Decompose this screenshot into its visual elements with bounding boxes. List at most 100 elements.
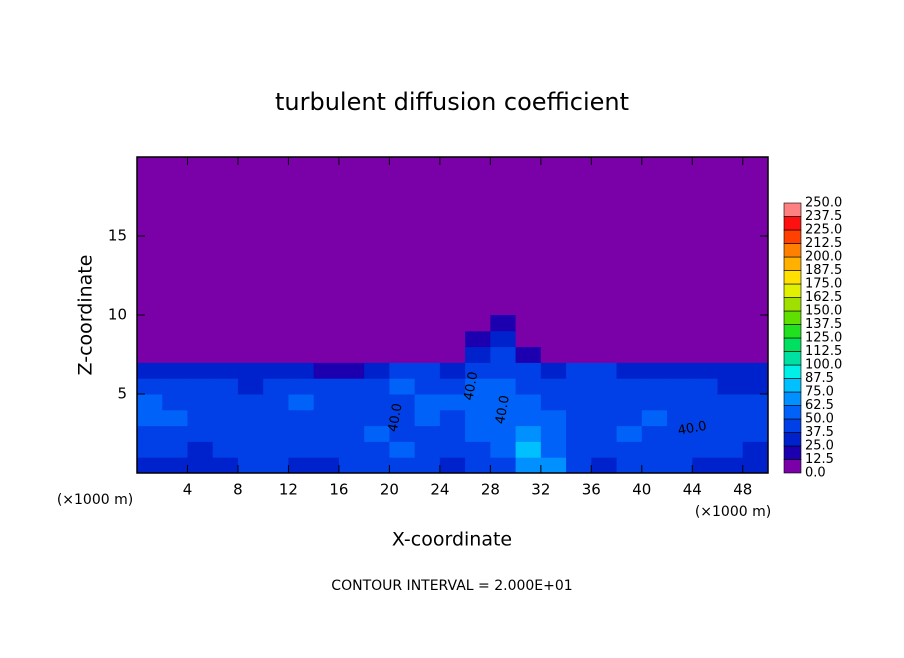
field-cell [515, 425, 542, 442]
field-cell [717, 441, 744, 458]
field-cell [717, 362, 744, 379]
field-cell [566, 378, 592, 395]
field-cell [667, 409, 693, 427]
field-cell [566, 409, 592, 427]
colorbar-label: 125.0 [805, 331, 842, 346]
field-cell [263, 457, 289, 474]
field-cell [162, 378, 188, 395]
field-cell [641, 409, 668, 427]
x-tick-label: 36 [582, 481, 601, 499]
y-unit-label: (×1000 m) [57, 492, 133, 508]
colorbar-band [783, 364, 802, 379]
field-cell [692, 315, 719, 332]
field-cell [212, 362, 239, 379]
field-cell [439, 394, 466, 411]
field-cell [212, 409, 239, 427]
colorbar-label: 25.0 [805, 439, 834, 454]
field-cell [414, 330, 441, 348]
field-cell [742, 425, 769, 442]
field-cell [641, 457, 668, 474]
field-cell [237, 346, 264, 363]
field-cell [616, 425, 643, 442]
field-cell [667, 378, 693, 395]
field-cell [187, 315, 214, 332]
field-cell [717, 378, 744, 395]
colorbar-band [783, 229, 802, 244]
colorbar-label: 225.0 [805, 223, 842, 238]
field-cell [212, 330, 239, 348]
field-cell [490, 330, 517, 348]
field-cell [667, 346, 693, 363]
field-cell [237, 362, 264, 379]
field-cell [313, 362, 340, 379]
colorbar-label: 0.0 [805, 466, 826, 481]
field-cell [490, 409, 517, 427]
field-cell [490, 346, 517, 363]
field-cell [667, 394, 693, 411]
field-cell [237, 457, 264, 474]
colorbar-label: 100.0 [805, 358, 842, 373]
field-cell [162, 394, 188, 411]
colorbar-band [783, 337, 802, 352]
field-cell [364, 330, 390, 348]
colorbar-label: 175.0 [805, 277, 842, 292]
field-cell [237, 409, 264, 427]
field-cell [465, 330, 491, 348]
colorbar-label: 250.0 [805, 196, 842, 211]
field-cell [566, 346, 592, 363]
field-cell [338, 378, 365, 395]
field-cell [465, 362, 491, 379]
field-cell [288, 330, 315, 348]
field-cell [414, 346, 441, 363]
field-cell [187, 394, 214, 411]
field-cell [338, 346, 365, 363]
colorbar-label: 50.0 [805, 412, 834, 427]
field-cell [313, 409, 340, 427]
colorbar-label: 187.5 [805, 263, 842, 278]
field-cell [162, 315, 188, 332]
field-cell [540, 441, 567, 458]
field-cell [515, 362, 542, 379]
field-cell [313, 378, 340, 395]
field-cell [414, 441, 441, 458]
field-cell [742, 362, 769, 379]
field-cell [591, 362, 618, 379]
field-cell [364, 315, 390, 332]
colorbar-label: 200.0 [805, 250, 842, 265]
field-cell [187, 346, 214, 363]
x-tick-label: 8 [233, 481, 243, 499]
field-cell [692, 409, 719, 427]
field-cell [490, 441, 517, 458]
field-cell [313, 315, 340, 332]
colorbar-label: 162.5 [805, 290, 842, 305]
field-cell [187, 425, 214, 442]
contour-label: 40.0 [677, 419, 708, 439]
field-cell [288, 441, 315, 458]
field-cell [667, 441, 693, 458]
colorbar-band [783, 432, 802, 447]
field-cell [364, 425, 390, 442]
field-cell [566, 362, 592, 379]
field-cell [162, 425, 188, 442]
field-cell [389, 330, 416, 348]
field-cell [338, 457, 365, 474]
field-cell [641, 346, 668, 363]
field-cell [313, 346, 340, 363]
field-cell [591, 346, 618, 363]
field-cell [591, 330, 618, 348]
field-cell [591, 378, 618, 395]
colorbar-band [783, 405, 802, 420]
field-cell [515, 457, 542, 474]
field-cell [641, 315, 668, 332]
field-cell [389, 394, 416, 411]
field-cell [465, 315, 491, 332]
field-cell [313, 457, 340, 474]
field-cell [338, 409, 365, 427]
field-cell [540, 457, 567, 474]
field-cell [162, 330, 188, 348]
field-cell [591, 315, 618, 332]
field-cell [288, 409, 315, 427]
field-cell [338, 362, 365, 379]
colorbar-band [783, 351, 802, 366]
